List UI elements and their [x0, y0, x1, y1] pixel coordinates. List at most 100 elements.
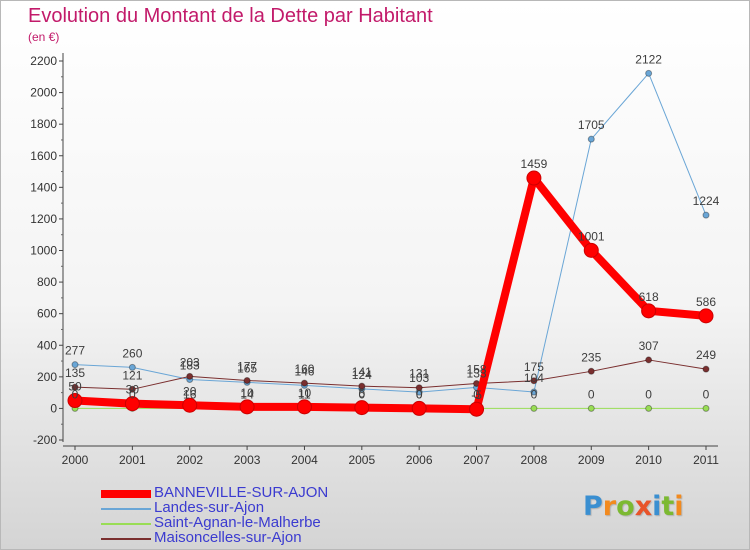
y-tick-label: 1200	[30, 212, 57, 226]
data-point	[300, 379, 308, 387]
series-line	[71, 174, 710, 414]
x-tick-label: 2000	[62, 453, 89, 467]
data-label: 260	[122, 346, 142, 360]
series-3	[71, 356, 710, 393]
data-label: 175	[524, 360, 544, 374]
chart-title: Evolution du Montant de la Dette par Hab…	[28, 5, 433, 27]
x-tick-label: 2005	[348, 453, 375, 467]
brand-letter: r	[602, 491, 617, 522]
brand-letter: P	[583, 491, 603, 522]
data-point	[296, 399, 312, 415]
data-label: 1459	[521, 157, 548, 171]
y-tick-label: 2000	[30, 86, 57, 100]
data-label: 0	[416, 387, 423, 401]
x-tick-label: 2011	[693, 453, 719, 467]
data-point	[645, 69, 653, 77]
brand-letter: o	[616, 491, 635, 522]
brand-letter: i	[674, 491, 684, 522]
series-line	[74, 359, 707, 390]
data-label: 20	[183, 384, 197, 398]
data-point	[587, 404, 595, 412]
y-tick-label: 1800	[30, 117, 57, 131]
y-tick-label: 2200	[30, 54, 57, 68]
data-point	[530, 377, 538, 385]
data-label: 0	[531, 387, 538, 401]
data-label: 0	[645, 387, 652, 401]
legend-swatch	[101, 490, 151, 498]
data-label: 158	[467, 362, 487, 376]
series-line	[74, 72, 707, 393]
data-point	[186, 372, 194, 380]
x-tick-label: 2010	[635, 453, 662, 467]
data-point	[583, 242, 599, 258]
y-tick-label: 200	[37, 370, 57, 384]
data-point	[645, 404, 653, 412]
data-label: 0	[358, 387, 365, 401]
data-label: 14	[240, 387, 254, 401]
y-tick-label: 800	[37, 275, 57, 289]
series-1	[71, 69, 710, 396]
data-label: 30	[126, 383, 140, 397]
data-point	[128, 363, 136, 371]
x-tick-label: 2006	[406, 453, 433, 467]
data-label: 160	[294, 362, 314, 376]
data-point	[71, 383, 79, 391]
data-label: 0	[703, 387, 710, 401]
data-point	[411, 400, 427, 416]
data-label: 0	[588, 387, 595, 401]
legend-label: Saint-Agnan-le-Malherbe	[154, 514, 321, 531]
data-point	[587, 135, 595, 143]
data-label: 586	[696, 295, 716, 309]
x-tick-label: 2007	[463, 453, 490, 467]
x-tick-label: 2002	[176, 453, 203, 467]
data-label: 124	[352, 368, 372, 382]
data-label: 307	[639, 339, 659, 353]
data-point	[698, 308, 714, 324]
data-point	[469, 401, 485, 417]
data-label: 2122	[635, 52, 662, 66]
data-point	[645, 356, 653, 364]
data-label: 10	[298, 386, 312, 400]
data-label: 203	[180, 355, 200, 369]
brand-logo: Proxiti	[583, 491, 684, 522]
y-tick-label: 1000	[30, 244, 57, 258]
data-label: 5	[358, 387, 365, 401]
data-label: 177	[237, 359, 257, 373]
y-tick-label: 400	[37, 338, 57, 352]
data-point	[182, 397, 198, 413]
x-tick-label: 2001	[119, 453, 146, 467]
data-label: 104	[524, 371, 544, 385]
data-label: 50	[68, 380, 82, 394]
data-label: 146	[294, 364, 314, 378]
data-point	[239, 399, 255, 415]
y-tick-label: 1400	[30, 180, 57, 194]
data-point	[128, 385, 136, 393]
data-point	[71, 361, 79, 369]
data-label: 165	[237, 361, 257, 375]
y-tick-label: 1600	[30, 149, 57, 163]
y-tick-label: 600	[37, 307, 57, 321]
data-point	[243, 376, 251, 384]
x-tick-label: 2009	[578, 453, 605, 467]
data-label: 131	[409, 367, 429, 381]
data-point	[702, 211, 710, 219]
data-label: 249	[696, 348, 716, 362]
data-label: 0	[416, 387, 423, 401]
data-point	[702, 404, 710, 412]
data-label: 11	[298, 387, 311, 401]
data-label: 1001	[578, 229, 605, 243]
data-label: 0	[473, 387, 480, 401]
data-point	[358, 382, 366, 390]
x-tick-label: 2004	[291, 453, 318, 467]
data-point	[415, 384, 423, 392]
x-tick-label: 2008	[521, 453, 548, 467]
data-label: -5	[471, 388, 482, 402]
legend-label: Landes-sur-Ajon	[154, 499, 265, 516]
data-label: 103	[409, 371, 429, 385]
brand-letter: x	[634, 491, 653, 522]
data-point	[641, 303, 657, 319]
data-label: 183	[180, 359, 200, 373]
data-label: 277	[65, 344, 85, 358]
data-label: 121	[122, 368, 142, 382]
